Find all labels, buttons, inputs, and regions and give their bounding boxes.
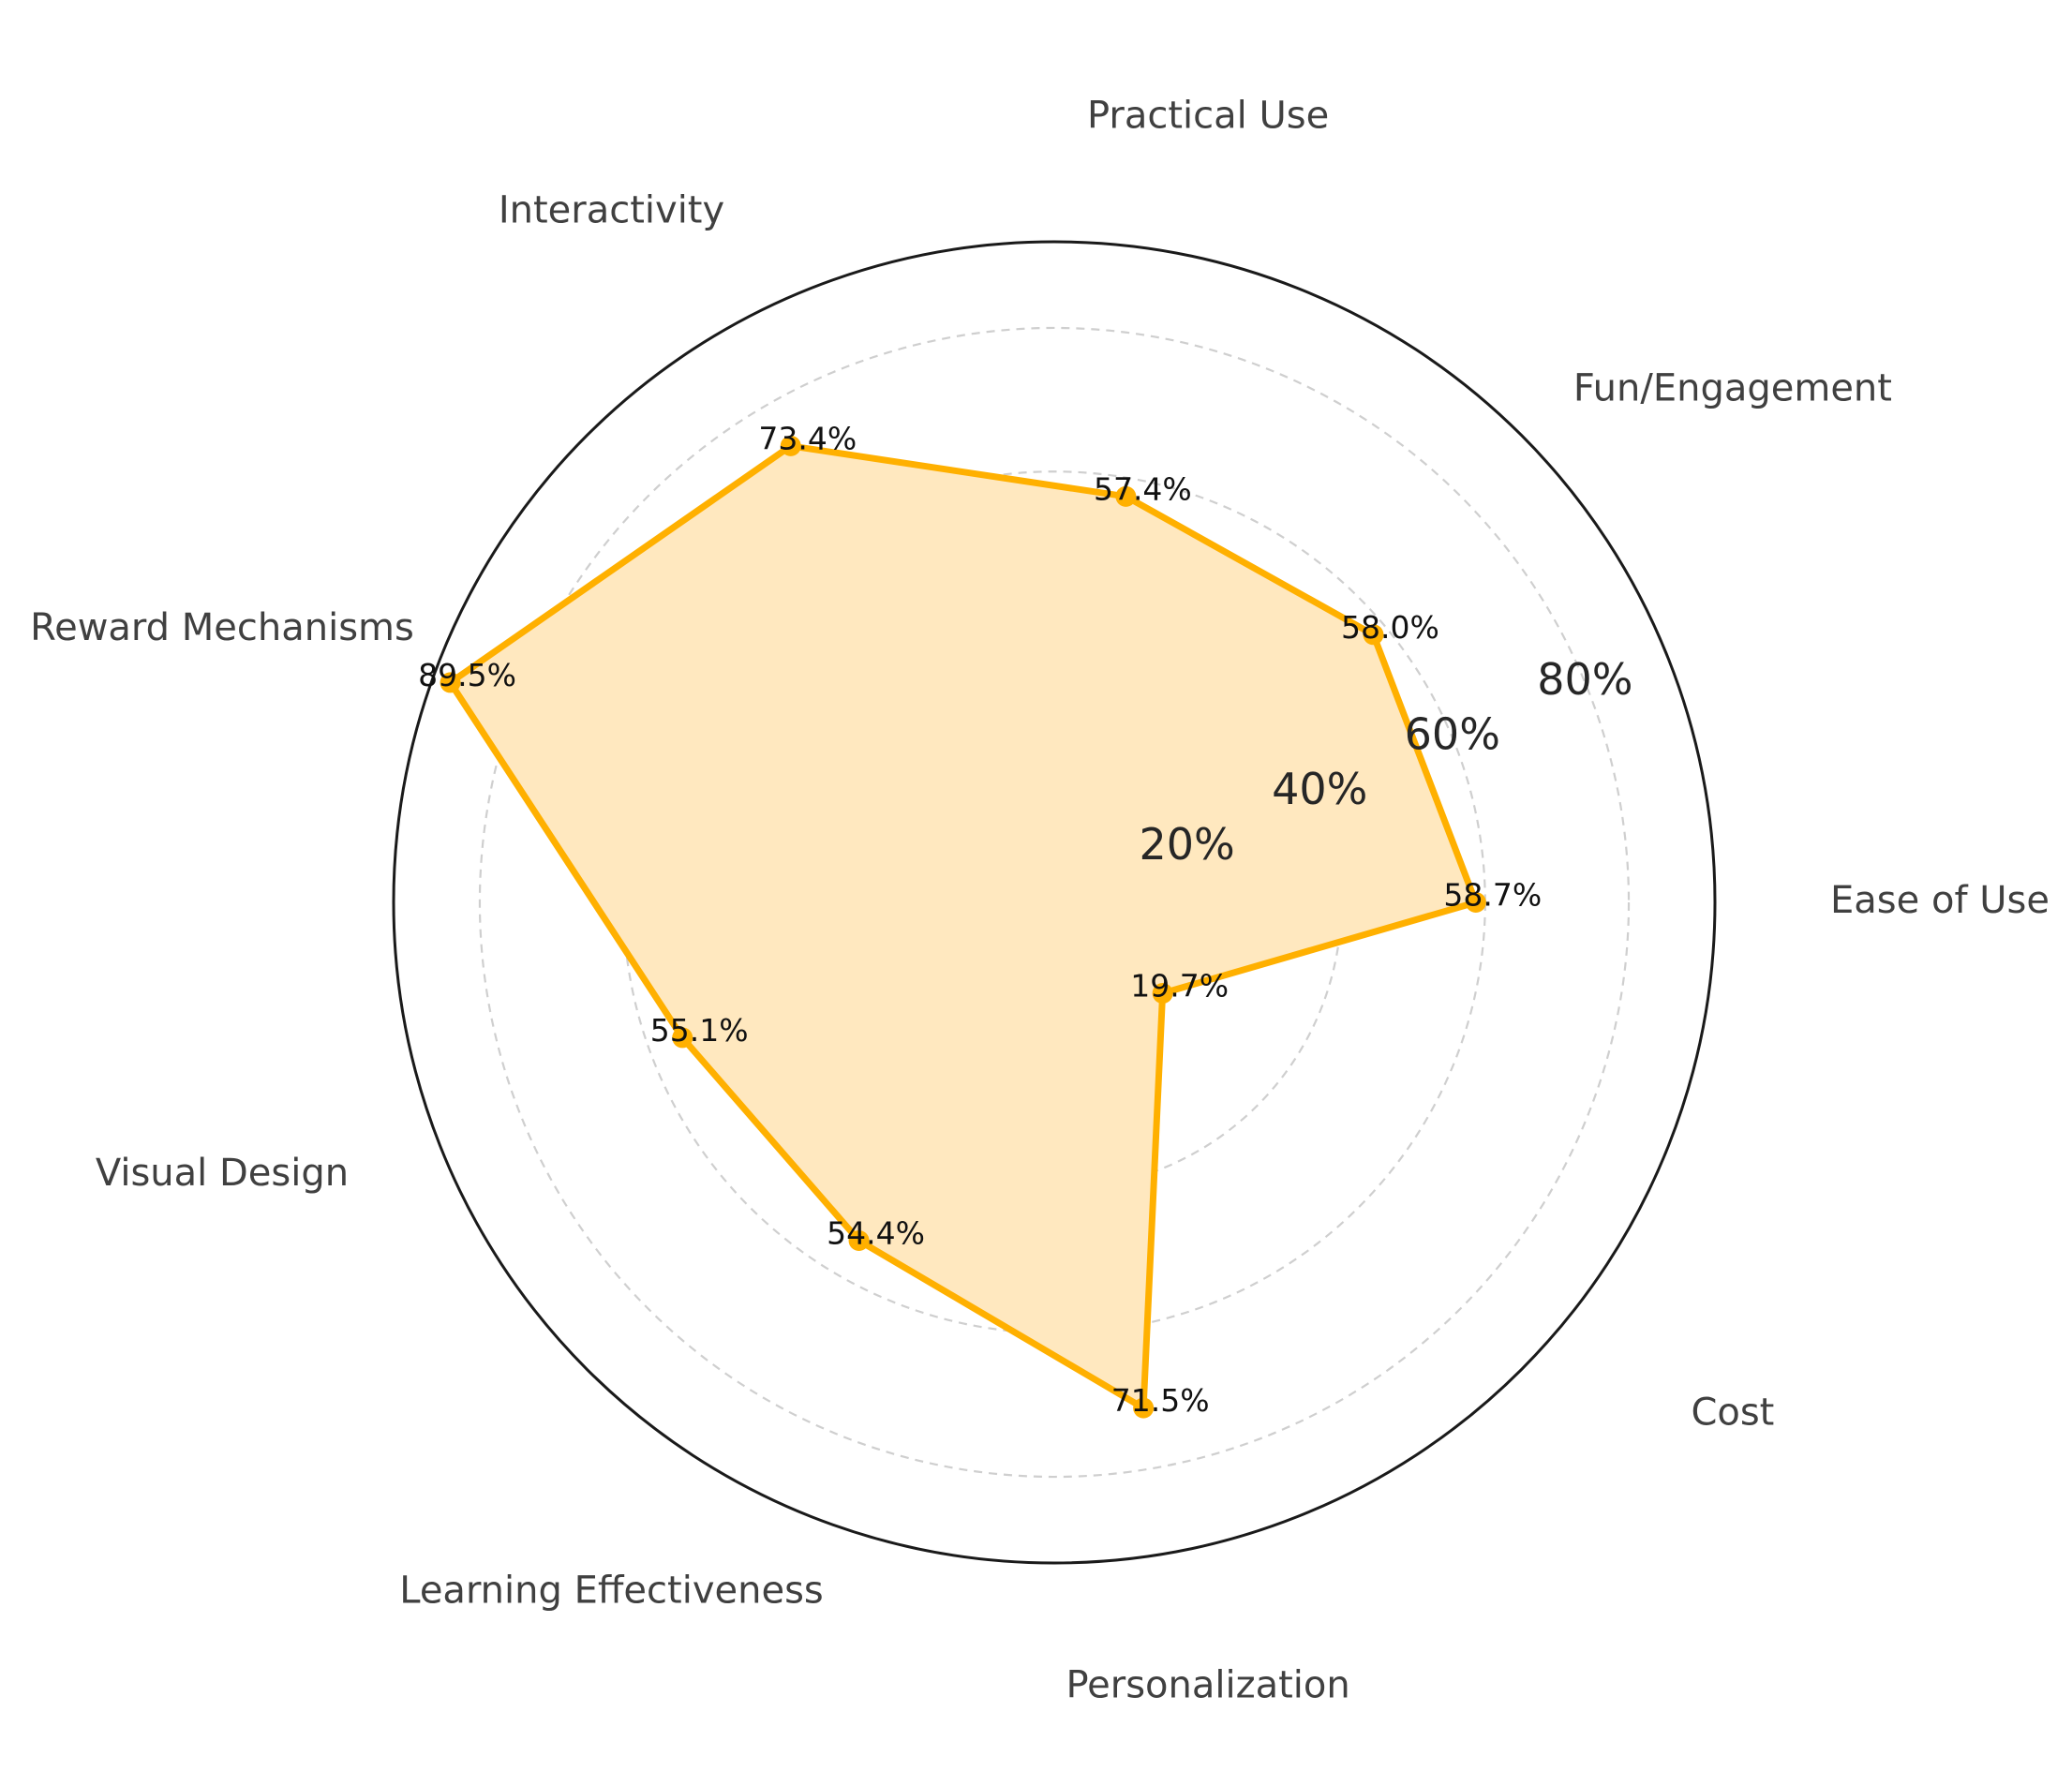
category-label-learning-effectiveness: Learning Effectiveness [399,1570,824,1613]
data-label-reward-mechanisms: 89.5% [418,657,516,693]
data-label-ease-of-use: 58.7% [1443,877,1542,914]
series-layer [440,435,1486,1419]
series-line [447,442,1480,1412]
data-point-reward-mechanisms [440,672,461,693]
data-label-cost: 19.7% [1130,968,1229,1005]
data-point-interactivity [780,435,801,456]
category-label-ease-of-use: Ease of Use [1830,879,2050,922]
data-label-fun-engagement: 58.0% [1341,609,1439,646]
data-label-personalization: 71.5% [1111,1382,1210,1419]
outer-frame [392,240,1717,1565]
category-label-practical-use: Practical Use [1087,94,1329,137]
data-labels: 58.7% 58.0% 57.4% 73.4% 89.5% 55.1% 54.4% 71.5%… [418,420,1542,1419]
data-point-ease-of-use [1465,892,1486,913]
data-point-personalization [1133,1397,1155,1419]
outer-ring [392,240,1717,1565]
data-label-interactivity: 73.4% [758,420,857,456]
data-label-learning-effectiveness: 54.4% [827,1215,925,1252]
tick-label-40: 40% [1272,764,1367,814]
series-area [450,445,1476,1408]
category-label-cost: Cost [1691,1392,1774,1435]
category-labels: Ease of Use Fun/Engagement Practical Use In… [30,94,2050,1706]
category-label-personalization: Personalization [1066,1664,1349,1707]
data-point-visual-design [672,1027,693,1049]
data-point-practical-use [1115,485,1137,507]
data-label-practical-use: 57.4% [1094,470,1192,507]
category-label-visual-design: Visual Design [96,1152,349,1195]
radial-tick-labels: 20% 40% 60% 80% [1139,654,1632,870]
category-label-reward-mechanisms: Reward Mechanisms [30,606,414,649]
category-label-interactivity: Interactivity [499,188,724,231]
category-label-fun-engagement: Fun/Engagement [1573,366,1892,409]
tick-label-20: 20% [1139,819,1234,870]
grid-ring-80 [478,326,1631,1479]
data-point-learning-effectiveness [848,1230,870,1252]
data-label-visual-design: 55.1% [650,1012,749,1049]
data-point-cost [1152,983,1173,1005]
tick-label-60: 60% [1405,709,1500,760]
tick-label-80: 80% [1537,654,1632,705]
data-point-fun-engagement [1363,624,1384,646]
